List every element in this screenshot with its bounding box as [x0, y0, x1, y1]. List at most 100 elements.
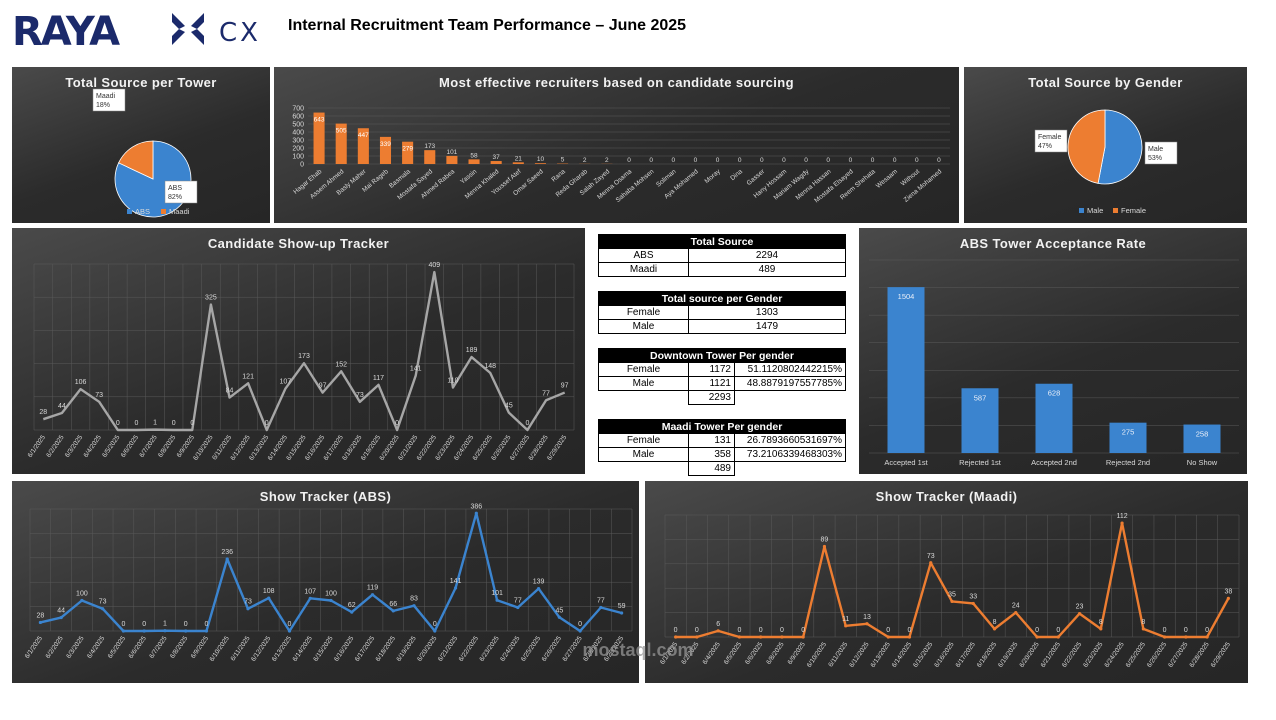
- data-point: [370, 593, 375, 597]
- data-point: [907, 635, 912, 639]
- y-tick-label: 700: [292, 106, 304, 113]
- data-label: 47%: [1038, 143, 1052, 150]
- data-label: 141: [450, 578, 462, 585]
- legend-swatch: [127, 209, 132, 214]
- pie-slice: [118, 140, 154, 180]
- data-label: 0: [184, 621, 188, 628]
- data-label: 101: [446, 149, 457, 156]
- recruiters-bar-panel: Most effective recruiters based on candi…: [274, 67, 959, 223]
- bar: [468, 159, 480, 164]
- x-tick-label: 6/16/2025: [933, 641, 956, 669]
- bar: [887, 287, 925, 453]
- x-tick-label: Dina: [729, 168, 744, 182]
- x-tick-label: 6/12/2025: [250, 635, 273, 663]
- data-label: 77: [542, 390, 550, 397]
- data-label: 0: [908, 627, 912, 634]
- downtown-table: Downtown Tower Per gender Female 1172 51…: [598, 348, 846, 405]
- gender-pie-chart: Male 53% Female 47% Male Female: [1034, 109, 1178, 215]
- data-label: 0: [649, 157, 653, 164]
- x-tick-label: No Show: [1187, 458, 1218, 467]
- data-point: [1035, 635, 1039, 639]
- chart-title: Total Source per Tower: [65, 75, 217, 90]
- data-label: 35: [948, 591, 956, 598]
- data-label: 0: [1035, 627, 1039, 634]
- data-label: 8: [1141, 619, 1145, 626]
- x-tick-label: 6/22/2025: [458, 635, 481, 663]
- x-tick-label: Rejected 1st: [959, 458, 1002, 467]
- table-total: 489: [688, 461, 735, 476]
- x-tick-label: 6/26/2025: [1146, 641, 1169, 669]
- data-label: 0: [737, 627, 741, 634]
- x-tick-label: 6/13/2025: [870, 641, 893, 669]
- data-label: 1504: [898, 292, 915, 301]
- data-label: 0: [826, 157, 830, 164]
- svg-text:CX: CX: [219, 18, 261, 48]
- tower-pie-chart: ABS 82% Maadi 18% ABS Maadi: [92, 88, 198, 218]
- data-label: 82%: [168, 194, 182, 201]
- data-label: 409: [429, 262, 441, 269]
- y-tick-label: 600: [292, 114, 304, 121]
- bar: [402, 141, 414, 164]
- data-point: [433, 629, 437, 633]
- data-point: [1226, 596, 1230, 600]
- table-cell: 1479: [688, 319, 846, 334]
- data-label: 77: [597, 598, 605, 605]
- series-line: [675, 521, 1230, 639]
- data-label: 0: [121, 621, 125, 628]
- data-label: 587: [974, 393, 987, 402]
- data-point: [38, 620, 42, 625]
- data-label: 53%: [1148, 155, 1162, 162]
- gender-table: Total source per Gender Female 1303 Male…: [598, 291, 846, 334]
- y-tick-label: 500: [292, 122, 304, 129]
- data-label: 107: [304, 588, 316, 595]
- data-label-box: [1144, 141, 1178, 165]
- data-point: [329, 598, 333, 603]
- table-row: Male 358 73.2106339468303%: [598, 447, 846, 462]
- legend-entry: ABS: [135, 207, 150, 216]
- data-label: 0: [265, 420, 269, 427]
- data-label: 275: [1122, 428, 1135, 437]
- data-label: 0: [782, 157, 786, 164]
- x-tick-label: Wesaam: [875, 168, 899, 190]
- data-point: [1014, 611, 1018, 615]
- data-label: 117: [373, 375, 384, 382]
- x-tick-label: 6/15/2025: [912, 641, 935, 669]
- data-label: 73: [927, 553, 935, 560]
- data-label: 44: [58, 403, 66, 410]
- table-row: Male 1479: [598, 319, 846, 334]
- table-cell: 1303: [688, 305, 846, 320]
- x-tick-label: 6/19/2025: [395, 635, 418, 663]
- x-tick-label: Rejected 2nd: [1106, 458, 1150, 467]
- data-point: [929, 561, 933, 565]
- acceptance-bar-chart: 1504 Accepted 1st 587 Rejected 1st 628 Accept…: [869, 259, 1239, 467]
- data-label: 0: [893, 157, 897, 164]
- data-label: 2: [605, 157, 609, 164]
- data-label: 8: [1099, 619, 1103, 626]
- data-point: [1056, 635, 1060, 639]
- showup-line-chart: 286/1/2025446/2/20251066/3/2025736/4/202…: [27, 262, 575, 462]
- data-point: [184, 629, 188, 633]
- data-label: 66: [389, 601, 397, 608]
- x-tick-label: Yassin: [459, 168, 478, 186]
- data-label: 21: [515, 155, 523, 162]
- bar: [446, 155, 458, 164]
- table-title: Total source per Gender: [598, 291, 846, 306]
- table-cell: 2294: [688, 248, 846, 263]
- data-point: [759, 635, 763, 639]
- data-label-box: [164, 180, 198, 204]
- data-point: [350, 610, 354, 614]
- x-tick-label: Sahaba Mohsen: [615, 168, 656, 204]
- table-row: Male 1121 48.8879197557785%: [598, 376, 846, 391]
- chart-title: Candidate Show-up Tracker: [207, 236, 390, 251]
- x-tick-label: 6/23/2025: [478, 635, 501, 663]
- page-title: Internal Recruitment Team Performance – …: [288, 17, 687, 34]
- acceptance-bar-panel: ABS Tower Acceptance Rate 1504 Accepted 1…: [859, 228, 1247, 474]
- data-label: 100: [76, 591, 88, 598]
- bar: [313, 112, 325, 164]
- table-cell: Male: [598, 376, 689, 391]
- data-point: [495, 598, 499, 602]
- data-label: 148: [484, 363, 496, 370]
- data-label: 447: [358, 132, 369, 139]
- data-point: [204, 629, 209, 633]
- legend-swatch: [161, 209, 166, 214]
